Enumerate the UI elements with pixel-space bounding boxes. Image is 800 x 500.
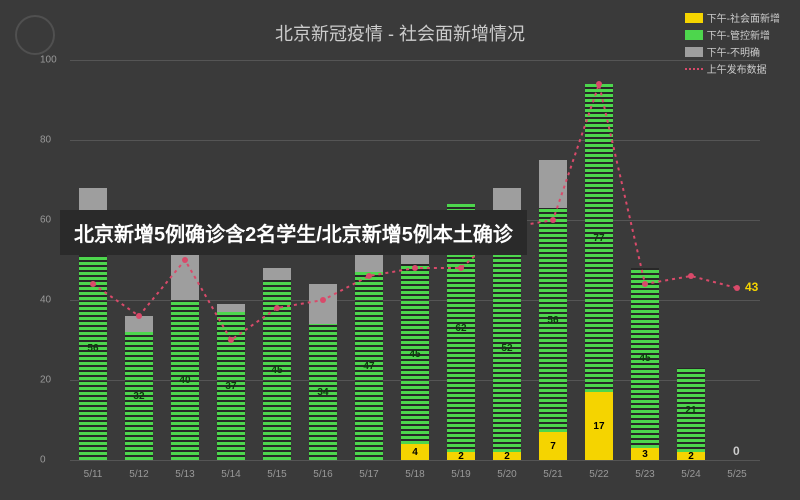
x-axis-label: 5/20 xyxy=(497,469,516,480)
bar-value-label: 2 xyxy=(688,451,694,462)
bar-segment-green: 56 xyxy=(79,236,107,460)
x-axis-label: 5/16 xyxy=(313,469,332,480)
trend-marker xyxy=(734,285,740,291)
bar-group: 3 45 xyxy=(631,268,659,460)
y-axis-label: 60 xyxy=(40,215,51,226)
bar-group: 45 xyxy=(263,268,291,460)
bar-group: 2 21 xyxy=(677,368,705,460)
bar-value-label: 62 xyxy=(455,323,466,334)
x-axis-label: 5/24 xyxy=(681,469,700,480)
bar-group: 7 56 xyxy=(539,160,567,460)
x-axis-label: 5/23 xyxy=(635,469,654,480)
bar-segment-yellow: 4 xyxy=(401,444,429,460)
bar-value-label: 47 xyxy=(363,361,374,372)
bar-segment-yellow: 2 xyxy=(493,452,521,460)
bar-value-label: 40 xyxy=(179,375,190,386)
x-axis-label: 5/21 xyxy=(543,469,562,480)
bar-segment-gray xyxy=(125,316,153,332)
bar-segment-gray xyxy=(217,304,245,312)
bar-value-label: 56 xyxy=(87,343,98,354)
trend-marker xyxy=(688,273,694,279)
y-axis-label: 80 xyxy=(40,135,51,146)
zero-label: 0 xyxy=(733,444,740,458)
bar-group: 37 xyxy=(217,304,245,460)
legend-item: 下午-管控新增 xyxy=(685,27,780,42)
bar-value-label: 17 xyxy=(593,421,604,432)
chart-title: 北京新冠疫情 - 社会面新增情况 xyxy=(275,20,525,46)
bar-value-label: 77 xyxy=(593,233,604,244)
bar-segment-green: 47 xyxy=(355,272,383,460)
y-axis-label: 40 xyxy=(40,295,51,306)
bar-value-label: 52 xyxy=(501,343,512,354)
legend-swatch xyxy=(685,30,703,40)
bar-value-label: 45 xyxy=(409,349,420,360)
y-axis-label: 100 xyxy=(40,55,57,66)
bar-value-label: 3 xyxy=(642,449,648,460)
bar-segment-green: 37 xyxy=(217,312,245,460)
bar-segment-green: 32 xyxy=(125,332,153,460)
x-axis-label: 5/14 xyxy=(221,469,240,480)
legend-label: 下午-不明确 xyxy=(707,44,760,59)
x-axis-label: 5/15 xyxy=(267,469,286,480)
bar-value-label: 32 xyxy=(133,391,144,402)
bar-segment-yellow: 17 xyxy=(585,392,613,460)
bar-value-label: 2 xyxy=(504,451,510,462)
legend-swatch xyxy=(685,47,703,57)
x-axis-label: 5/11 xyxy=(84,469,103,480)
bar-value-label: 7 xyxy=(550,441,556,452)
bar-segment-green: 40 xyxy=(171,300,199,460)
bar-segment-green: 45 xyxy=(631,268,659,448)
bar-value-label: 34 xyxy=(317,387,328,398)
gridline xyxy=(70,140,760,141)
legend-item: 下午-社会面新增 xyxy=(685,10,780,25)
x-axis-label: 5/12 xyxy=(129,469,148,480)
bar-value-label: 4 xyxy=(412,447,418,458)
bar-segment-green: 45 xyxy=(401,264,429,444)
bar-segment-gray xyxy=(309,284,337,324)
legend-swatch xyxy=(685,13,703,23)
watermark-icon xyxy=(15,15,55,55)
bar-segment-gray xyxy=(539,160,567,208)
chart-container: 北京新冠疫情 - 社会面新增情况 下午-社会面新增下午-管控新增下午-不明确上午… xyxy=(0,0,800,500)
bar-group: 1777 xyxy=(585,84,613,460)
bar-group: 32 xyxy=(125,316,153,460)
bar-segment-yellow: 7 xyxy=(539,432,567,460)
plot-area: 0204060801005/11565/12325/13405/14375/15… xyxy=(70,60,760,460)
x-axis-label: 5/13 xyxy=(175,469,194,480)
bar-segment-yellow: 2 xyxy=(677,452,705,460)
x-axis-label: 5/25 xyxy=(727,469,746,480)
bar-segment-gray xyxy=(263,268,291,280)
bar-segment-green: 45 xyxy=(263,280,291,460)
bar-segment-green: 56 xyxy=(539,208,567,432)
y-axis-label: 0 xyxy=(40,455,46,466)
bar-group: 34 xyxy=(309,284,337,460)
bar-value-label: 21 xyxy=(685,405,696,416)
x-axis-label: 5/18 xyxy=(405,469,424,480)
legend-label: 下午-社会面新增 xyxy=(707,10,780,25)
bar-value-label: 2 xyxy=(458,451,464,462)
bar-segment-green: 21 xyxy=(677,368,705,452)
bar-segment-yellow: 3 xyxy=(631,448,659,460)
x-axis-label: 5/22 xyxy=(589,469,608,480)
bar-segment-yellow: 2 xyxy=(447,452,475,460)
bar-group: 47 xyxy=(355,224,383,460)
x-axis-label: 5/17 xyxy=(359,469,378,480)
bar-value-label: 56 xyxy=(547,315,558,326)
bar-group: 40 xyxy=(171,244,199,460)
bar-group: 4 45 xyxy=(401,232,429,460)
line-end-label: 43 xyxy=(745,280,758,294)
legend-item: 下午-不明确 xyxy=(685,44,780,59)
x-axis-label: 5/19 xyxy=(451,469,470,480)
gridline xyxy=(70,60,760,61)
y-axis-label: 20 xyxy=(40,375,51,386)
bar-segment-green: 34 xyxy=(309,324,337,460)
bar-value-label: 45 xyxy=(639,353,650,364)
legend-label: 下午-管控新增 xyxy=(707,27,770,42)
gridline xyxy=(70,460,760,461)
bar-value-label: 45 xyxy=(271,365,282,376)
bar-value-label: 37 xyxy=(225,381,236,392)
bar-segment-green: 52 xyxy=(493,244,521,452)
overlay-banner: 北京新增5例确诊含2名学生/北京新增5例本土确诊 xyxy=(60,210,527,255)
bar-segment-green: 77 xyxy=(585,84,613,392)
